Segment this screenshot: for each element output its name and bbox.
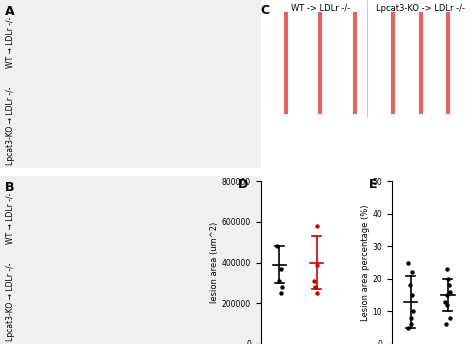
Point [447,315,454,321]
Point [406,283,414,288]
Text: E: E [369,178,377,191]
Text: A: A [5,5,15,18]
Point [443,292,451,298]
Point [444,276,452,282]
Point [273,244,281,249]
Text: Lpcat3-KO → LDLr -/-: Lpcat3-KO → LDLr -/- [6,263,15,341]
Point [277,290,284,296]
Y-axis label: Lesion area percentage (%): Lesion area percentage (%) [361,204,370,321]
Text: D: D [238,178,248,191]
Point [407,322,414,327]
Point [311,284,319,290]
Y-axis label: lesion area (um^2): lesion area (um^2) [210,222,219,303]
Point [404,325,412,331]
Text: B: B [5,181,15,194]
Point [313,290,320,296]
Point [277,266,285,271]
Point [443,302,450,308]
Point [441,299,449,304]
Point [408,292,416,298]
Text: WT → LDLr -/-: WT → LDLr -/- [6,16,15,68]
Point [275,278,283,284]
Point [310,278,318,284]
Point [442,322,450,327]
Point [407,315,415,321]
Point [278,284,286,290]
Point [409,270,416,275]
Point [404,260,412,265]
Text: WT -> LDLr -/-: WT -> LDLr -/- [291,3,350,12]
Text: Lpcat3-KO → LDLr -/-: Lpcat3-KO → LDLr -/- [6,87,15,165]
Point [443,266,450,272]
Point [410,309,417,314]
Point [313,262,320,267]
Text: WT → LDLr -/-: WT → LDLr -/- [6,192,15,244]
Point [445,283,453,288]
Point [313,223,320,229]
Text: C: C [261,3,270,17]
Point [446,289,454,294]
Text: Lpcat3-KO -> LDLr -/-: Lpcat3-KO -> LDLr -/- [376,3,465,12]
